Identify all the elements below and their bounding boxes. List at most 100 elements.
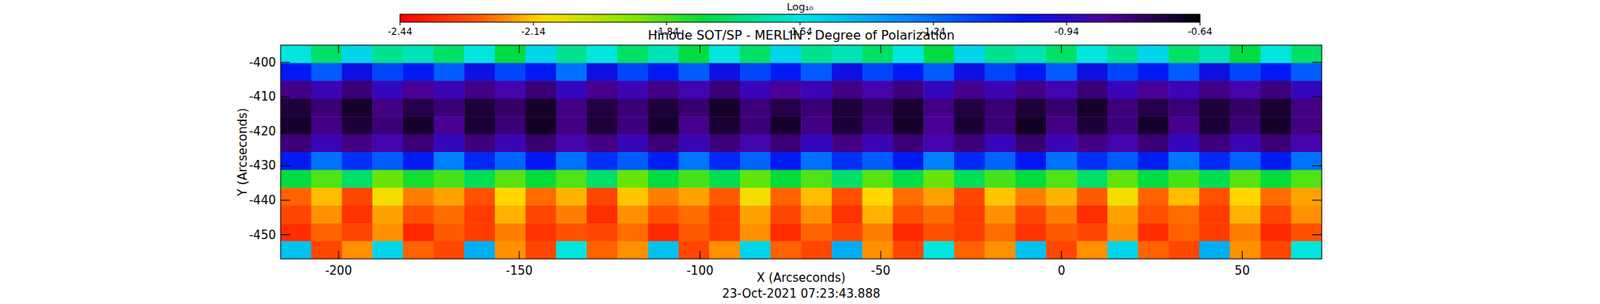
cell — [892, 169, 924, 189]
cell — [1076, 205, 1108, 224]
cell — [280, 169, 312, 189]
cell — [1199, 45, 1231, 64]
cell — [311, 169, 343, 189]
y-tick-right — [1312, 199, 1322, 200]
cell — [280, 80, 312, 99]
cell — [1045, 205, 1077, 224]
cell — [1230, 187, 1261, 206]
cell — [770, 222, 802, 242]
cell — [1137, 98, 1169, 117]
cell — [311, 151, 343, 170]
cell — [372, 80, 404, 99]
cell — [923, 222, 955, 242]
cell — [862, 187, 894, 206]
cell — [984, 187, 1016, 206]
cell — [464, 98, 495, 117]
cell — [433, 205, 465, 224]
cell — [494, 63, 526, 82]
cell — [1015, 151, 1046, 170]
cell — [342, 151, 374, 170]
cell — [555, 98, 587, 117]
y-tick-label: -450 — [249, 227, 276, 242]
cell — [617, 151, 649, 170]
cell — [862, 169, 894, 189]
cell — [311, 222, 343, 242]
cell — [770, 80, 802, 99]
y-tick — [280, 130, 291, 132]
cell — [494, 80, 526, 99]
cell — [1230, 169, 1261, 189]
cell — [525, 241, 557, 259]
cell — [770, 134, 802, 153]
cell — [311, 63, 343, 82]
cell — [311, 98, 343, 117]
cell — [770, 98, 802, 117]
cell — [1199, 116, 1231, 135]
x-tick-label: -50 — [871, 263, 891, 278]
cell — [280, 45, 312, 64]
cell — [954, 63, 985, 82]
cell — [739, 205, 771, 224]
cell — [1168, 241, 1200, 259]
cell — [678, 222, 710, 242]
cell — [403, 151, 434, 170]
cell — [1168, 98, 1200, 117]
cell — [555, 169, 587, 189]
cell — [1290, 63, 1322, 82]
cell — [586, 116, 618, 135]
cell — [1230, 222, 1261, 242]
cell — [1260, 80, 1291, 99]
cell — [555, 134, 587, 153]
cell — [1260, 241, 1291, 259]
cell — [954, 116, 985, 135]
cell — [800, 241, 832, 259]
cell — [1290, 241, 1322, 259]
cell — [464, 116, 495, 135]
cell — [464, 187, 495, 206]
cell — [1045, 45, 1077, 64]
cell — [1168, 205, 1200, 224]
cell — [984, 45, 1016, 64]
cell — [1076, 187, 1108, 206]
cell — [280, 187, 312, 206]
cell — [1137, 169, 1169, 189]
cell — [892, 134, 924, 153]
x-tick-label: 50 — [1234, 263, 1250, 278]
cell — [739, 187, 771, 206]
cell — [892, 45, 924, 64]
cell — [586, 222, 618, 242]
cell — [342, 98, 374, 117]
cell — [1076, 63, 1108, 82]
cell — [831, 241, 863, 259]
cell — [1076, 80, 1108, 99]
cell — [403, 169, 434, 189]
cell — [464, 63, 495, 82]
cell — [1137, 116, 1169, 135]
cell — [648, 169, 680, 189]
cell — [892, 98, 924, 117]
x-tick — [880, 250, 882, 259]
cell — [954, 187, 985, 206]
cell — [1015, 80, 1046, 99]
cell — [1290, 169, 1322, 189]
cell — [617, 205, 649, 224]
y-tick — [280, 199, 291, 200]
cell — [984, 98, 1016, 117]
cell — [709, 205, 740, 224]
cell — [862, 151, 894, 170]
cell — [372, 151, 404, 170]
cell — [1045, 222, 1077, 242]
cell — [525, 187, 557, 206]
y-tick-right — [1312, 61, 1322, 63]
cell — [494, 222, 526, 242]
cell — [1168, 116, 1200, 135]
cell — [1168, 222, 1200, 242]
cell — [1137, 222, 1169, 242]
cell — [770, 205, 802, 224]
cell — [1107, 187, 1139, 206]
cell — [954, 134, 985, 153]
cell — [709, 187, 740, 206]
cell — [923, 63, 955, 82]
cell — [800, 169, 832, 189]
date-label: 23-Oct-2021 07:23:43.888 — [722, 286, 881, 301]
